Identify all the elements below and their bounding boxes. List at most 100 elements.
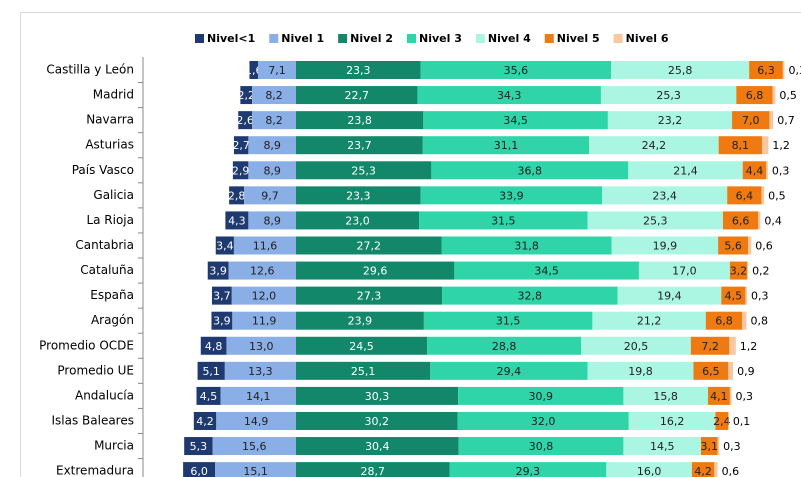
value-label: 0,6 [755,239,773,252]
value-label: 5,3 [190,440,208,453]
value-label: 24,5 [349,340,374,353]
legend-label: Nivel 2 [350,32,393,45]
value-label: 29,4 [497,365,522,378]
value-label: 19,4 [657,290,682,303]
bar-segment [296,61,421,79]
bar-segment [200,336,227,355]
value-label: 16,0 [637,465,662,477]
value-label: 0,3 [735,390,753,403]
value-label: 32,0 [531,415,556,428]
bar-segment [749,61,783,79]
value-label: 34,5 [503,114,528,127]
value-label: 30,9 [529,390,554,403]
category-label: Extremadura [56,464,134,477]
value-label: 27,3 [357,290,382,303]
value-label: 21,4 [673,164,698,177]
bar-segment [458,437,624,456]
value-label: 8,9 [263,164,281,177]
bar-segment [623,386,708,405]
bar-segment [748,236,752,255]
bar-segment [602,186,728,205]
value-label: 0,3 [772,164,790,177]
value-label: 0,2 [752,265,770,278]
bar-segment [700,437,718,456]
value-label: 29,3 [516,465,541,477]
value-label: 33,9 [499,189,524,202]
value-label: 0,9 [737,365,755,378]
bar-segment [766,161,768,180]
category-label: La Rioja [86,213,134,227]
bar-segment [693,361,729,380]
bar-segment [226,336,296,355]
legend-swatch [338,34,348,43]
bar-segment [232,311,296,330]
value-label: 28,7 [361,465,386,477]
value-label: 17,0 [672,265,697,278]
bar-segment [587,361,694,380]
value-label: 0,6 [722,465,740,477]
value-label: 4,2 [196,415,214,428]
bar-segment [296,161,432,180]
value-label: 19,9 [653,239,678,252]
bar-segment [240,86,253,105]
bar-segment [427,336,582,355]
legend-swatch [475,34,485,43]
bar-segment [215,462,296,477]
value-label: 30,8 [529,440,554,453]
value-label: 3,4 [216,239,234,252]
value-label: 3,7 [213,290,231,303]
value-label: 30,2 [365,415,390,428]
bar-segment [197,361,225,380]
value-label: 15,8 [653,390,678,403]
bar-segment [691,462,715,477]
bar-segment [196,386,221,405]
bar-segment [183,462,216,477]
value-label: 35,6 [504,64,529,77]
legend-swatch [269,34,279,43]
bar-segment [232,161,249,180]
bar-segment [231,286,296,305]
legend-label: Nivel 4 [488,32,531,45]
bar-segment [296,286,443,305]
value-label: 0,3 [788,64,801,77]
bar-segment [742,161,767,180]
bar-segment [581,336,691,355]
value-label: 4,4 [746,164,764,177]
bar-segment [442,286,618,305]
category-label: Cantabria [75,238,134,252]
value-label: 5,1 [202,365,220,378]
value-label: 31,5 [496,315,521,328]
value-label: 23,7 [347,139,372,152]
value-label: 31,8 [514,239,539,252]
value-label: 34,5 [534,265,559,278]
value-label: 23,3 [346,189,371,202]
category-label: Andalucía [75,388,134,402]
value-label: 23,0 [345,214,370,227]
bar-segment [736,86,773,105]
bar-segment [727,186,762,205]
bar-segment [729,386,732,405]
bar-segment [728,361,734,380]
bar-segment [248,161,296,180]
value-label: 7,0 [742,114,760,127]
bar-segment [296,437,459,456]
value-label: 2,7 [232,139,250,152]
bar-segment [717,437,720,456]
value-label: 0,7 [777,114,795,127]
bar-segment [449,462,607,477]
value-label: 4,2 [694,465,712,477]
bar-segment [215,236,234,255]
bar-segment [296,311,424,330]
category-label: Navarra [86,113,134,127]
bar-segment [212,286,232,305]
bar-segment [745,286,748,305]
bar-segment [249,61,259,79]
value-label: 6,3 [757,64,775,77]
bar-segment [718,236,749,255]
value-label: 15,1 [243,465,268,477]
value-label: 2,8 [228,189,246,202]
bar-segment [732,111,770,130]
value-label: 25,3 [351,164,376,177]
value-label: 19,8 [628,365,653,378]
legend-label: Nivel 3 [419,32,462,45]
